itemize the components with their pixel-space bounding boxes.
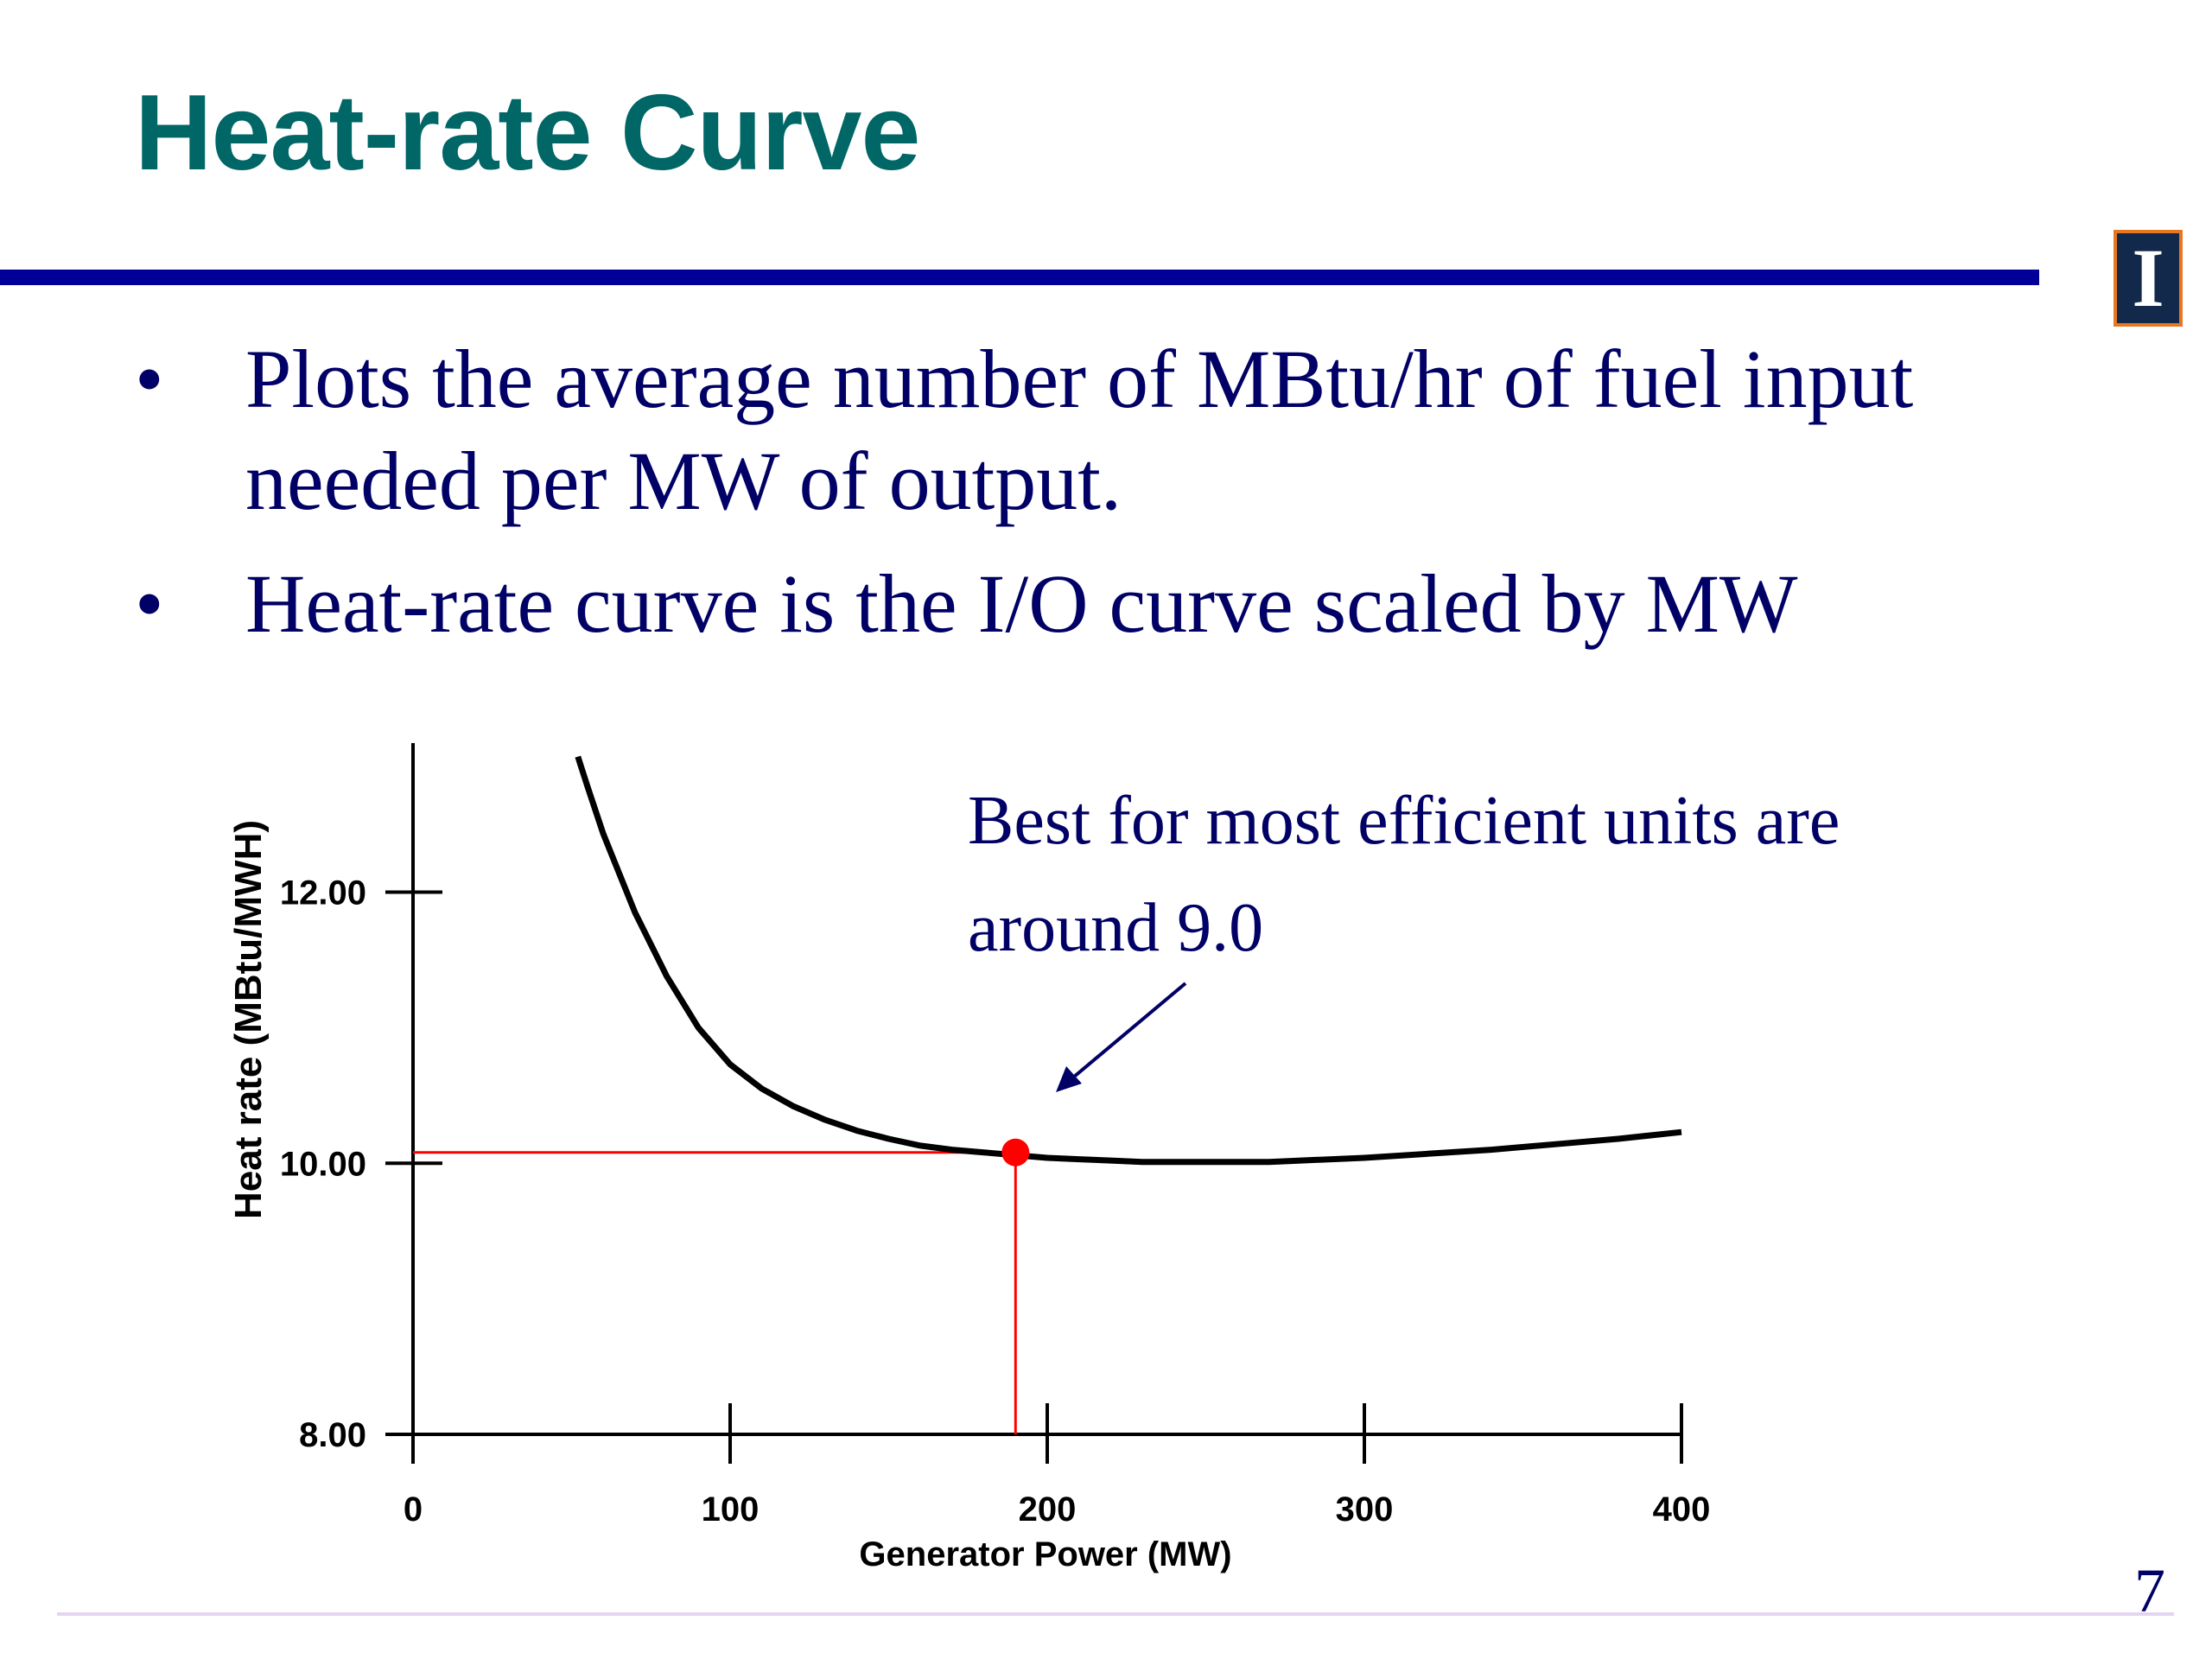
highlight-point bbox=[1001, 1138, 1030, 1166]
x-tick-label: 100 bbox=[702, 1491, 760, 1529]
title-divider bbox=[0, 270, 2039, 285]
logo-letter: I bbox=[2132, 232, 2164, 324]
y-axis-label: Heat rate (MBtu/MWH) bbox=[227, 820, 270, 1219]
bullet-text-2: Heat-rate curve is the I/O curve scaled … bbox=[245, 557, 1798, 650]
annotation-line-2: around 9.0 bbox=[968, 890, 1263, 966]
footer-divider bbox=[57, 1612, 2174, 1616]
y-tick-label: 8.00 bbox=[299, 1416, 366, 1454]
university-logo: I bbox=[2113, 230, 2183, 327]
page-number: 7 bbox=[2134, 1556, 2165, 1625]
annotation-arrow bbox=[1056, 982, 1187, 1092]
y-tick-label: 12.00 bbox=[280, 874, 366, 912]
annotation-line-1: Best for most efficient units are bbox=[968, 783, 1840, 859]
bullet-item-2: • Heat-rate curve is the I/O curve scale… bbox=[135, 553, 2036, 655]
bullet-icon: • bbox=[135, 333, 164, 425]
y-tick-label: 10.00 bbox=[280, 1145, 366, 1183]
slide-title: Heat-rate Curve bbox=[135, 73, 920, 193]
bullet-list: • Plots the average number of MBtu/hr of… bbox=[135, 328, 2036, 676]
bullet-item-1: • Plots the average number of MBtu/hr of… bbox=[135, 328, 2036, 532]
x-tick-label: 300 bbox=[1336, 1491, 1394, 1529]
bullet-icon: • bbox=[135, 557, 164, 650]
x-tick-label: 0 bbox=[404, 1491, 423, 1529]
x-axis-label: Generator Power (MW) bbox=[859, 1535, 1231, 1573]
bullet-text-1: Plots the average number of MBtu/hr of f… bbox=[245, 333, 1914, 527]
x-tick-label: 200 bbox=[1019, 1491, 1077, 1529]
x-tick-label: 400 bbox=[1653, 1491, 1711, 1529]
